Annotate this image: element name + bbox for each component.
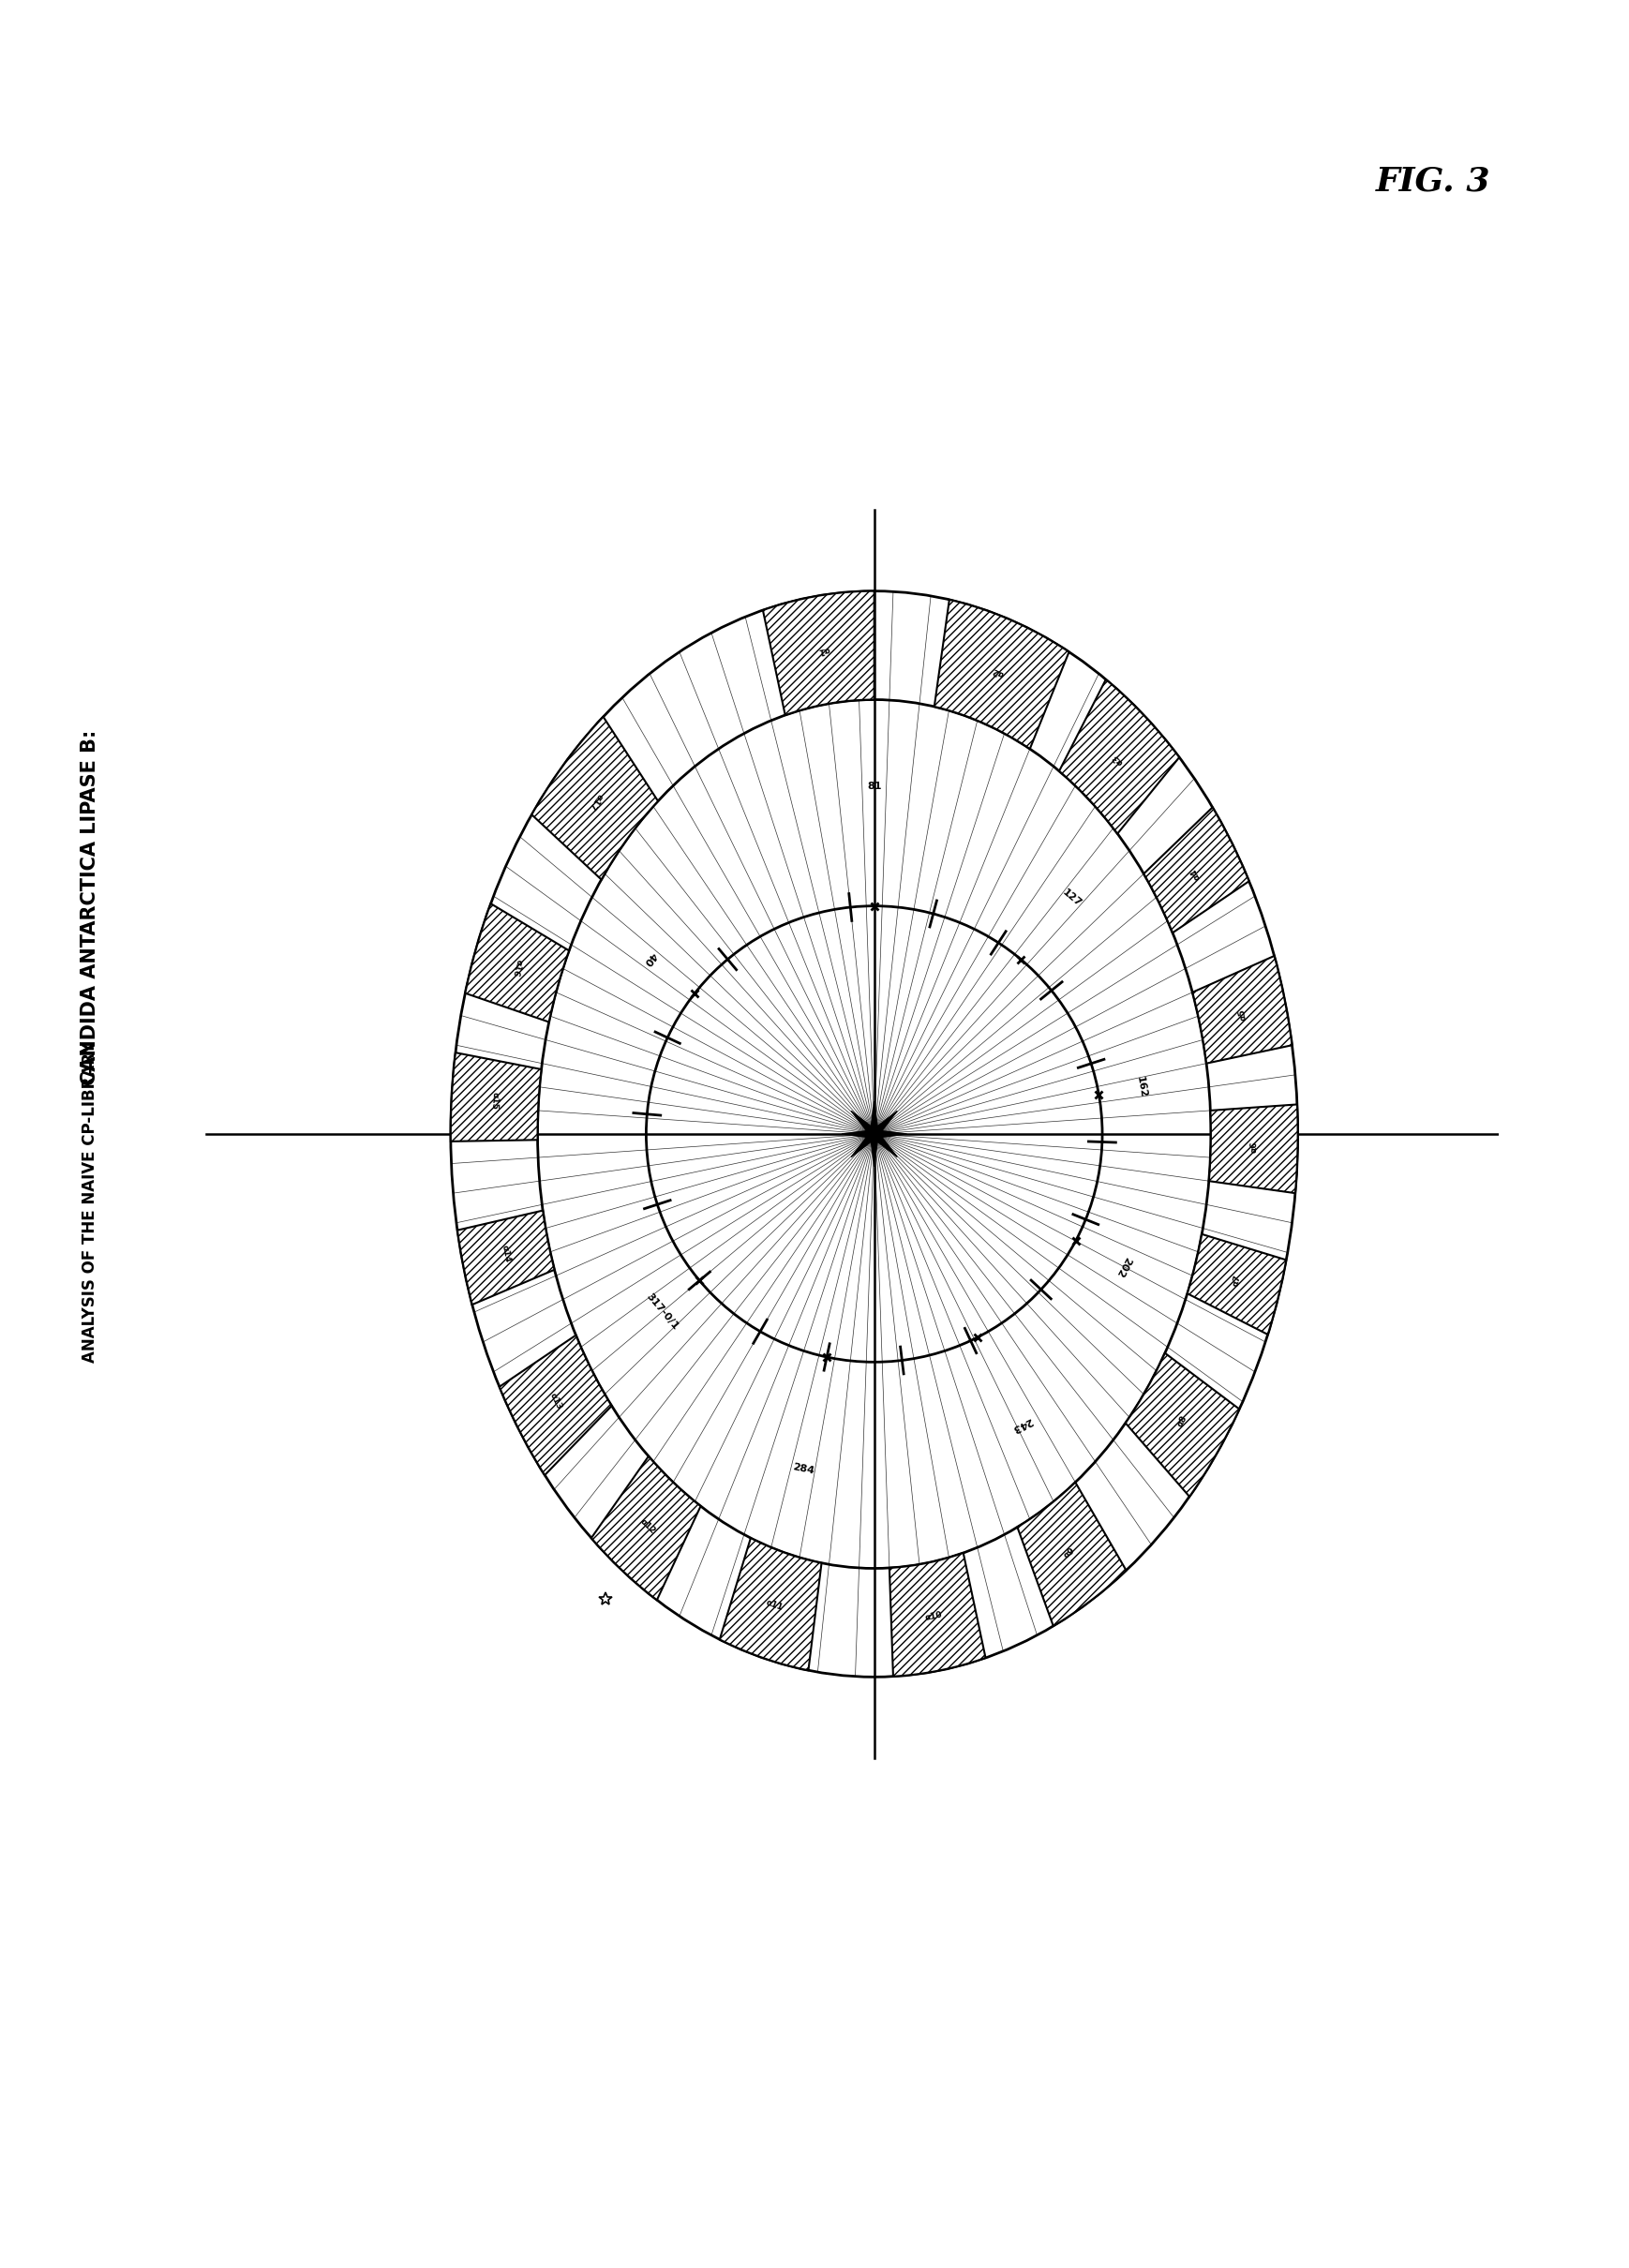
Text: α2: α2 <box>990 667 1005 678</box>
Polygon shape <box>451 1052 541 1141</box>
Text: 127: 127 <box>1060 887 1083 909</box>
Polygon shape <box>1018 1483 1126 1626</box>
Text: α16: α16 <box>510 957 523 978</box>
Text: α6: α6 <box>1249 1141 1259 1152</box>
Polygon shape <box>842 1102 907 1166</box>
Text: 243: 243 <box>1010 1415 1034 1433</box>
Polygon shape <box>591 1456 700 1599</box>
Text: 284: 284 <box>792 1463 814 1476</box>
Polygon shape <box>466 903 569 1023</box>
Text: ANALYSIS OF THE NAIVE CP-LIBRARY: ANALYSIS OF THE NAIVE CP-LIBRARY <box>81 1041 98 1363</box>
Text: α5: α5 <box>1238 1007 1248 1021</box>
Text: FIG. 3: FIG. 3 <box>1377 166 1491 197</box>
Text: α15: α15 <box>490 1091 500 1109</box>
Text: α13: α13 <box>549 1390 564 1411</box>
Polygon shape <box>531 717 658 880</box>
Polygon shape <box>1126 1354 1240 1497</box>
Polygon shape <box>1188 1234 1287 1334</box>
Text: α14: α14 <box>500 1245 512 1263</box>
Text: α9: α9 <box>1062 1547 1077 1560</box>
Polygon shape <box>500 1336 611 1474</box>
Text: α1: α1 <box>816 644 829 655</box>
Text: 40: 40 <box>642 950 658 966</box>
Polygon shape <box>935 599 1069 748</box>
Text: α17: α17 <box>586 792 604 812</box>
Text: 162: 162 <box>1134 1075 1147 1098</box>
Text: 202: 202 <box>1114 1254 1132 1279</box>
Polygon shape <box>762 592 875 714</box>
Polygon shape <box>889 1554 986 1676</box>
Text: α8: α8 <box>1176 1413 1189 1429</box>
Text: 81: 81 <box>867 782 881 792</box>
Text: CANDIDA ANTARCTICA LIPASE B:: CANDIDA ANTARCTICA LIPASE B: <box>80 730 99 1084</box>
Polygon shape <box>1059 680 1179 835</box>
Polygon shape <box>720 1538 821 1669</box>
Polygon shape <box>1192 955 1292 1064</box>
Text: α7: α7 <box>1232 1275 1243 1288</box>
Polygon shape <box>458 1211 554 1304</box>
Text: 317-0/1: 317-0/1 <box>645 1290 681 1331</box>
Text: α12: α12 <box>639 1517 656 1535</box>
Text: α3: α3 <box>1111 751 1126 767</box>
Polygon shape <box>1209 1105 1298 1193</box>
Polygon shape <box>1144 807 1249 932</box>
Text: α11: α11 <box>764 1599 784 1613</box>
Text: α10: α10 <box>924 1610 943 1622</box>
Text: α4: α4 <box>1189 866 1202 880</box>
